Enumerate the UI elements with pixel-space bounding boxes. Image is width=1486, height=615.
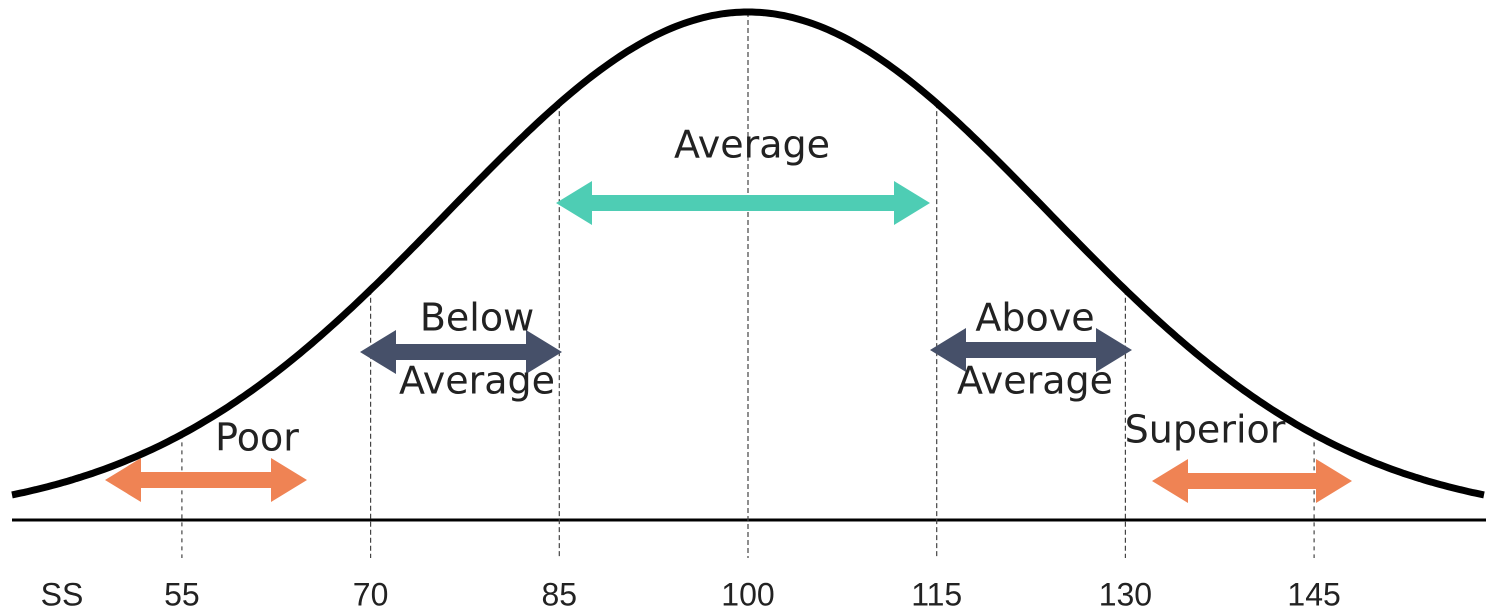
tick-label: 115 [911, 576, 962, 612]
tick-label: 130 [1099, 576, 1152, 612]
tick-label: 100 [721, 576, 774, 612]
double-arrow [556, 181, 930, 225]
band-label: Poor [215, 416, 299, 460]
tick-label: 70 [353, 576, 389, 612]
tick-label: 85 [542, 576, 578, 612]
tick-label: 145 [1287, 576, 1340, 612]
band-label: Above [975, 296, 1094, 340]
band-label: Average [674, 123, 830, 167]
band-label: Average [957, 359, 1113, 403]
tick-label: 55 [164, 576, 200, 612]
double-arrow [930, 328, 1132, 372]
axis-label: SS [41, 576, 84, 612]
double-arrow [360, 330, 562, 374]
band-label: Below [420, 296, 534, 340]
double-arrow [1152, 459, 1352, 503]
double-arrow [105, 458, 307, 502]
band-label: Superior [1125, 408, 1286, 452]
band-label: Average [399, 359, 555, 403]
curve [11, 8, 1485, 499]
